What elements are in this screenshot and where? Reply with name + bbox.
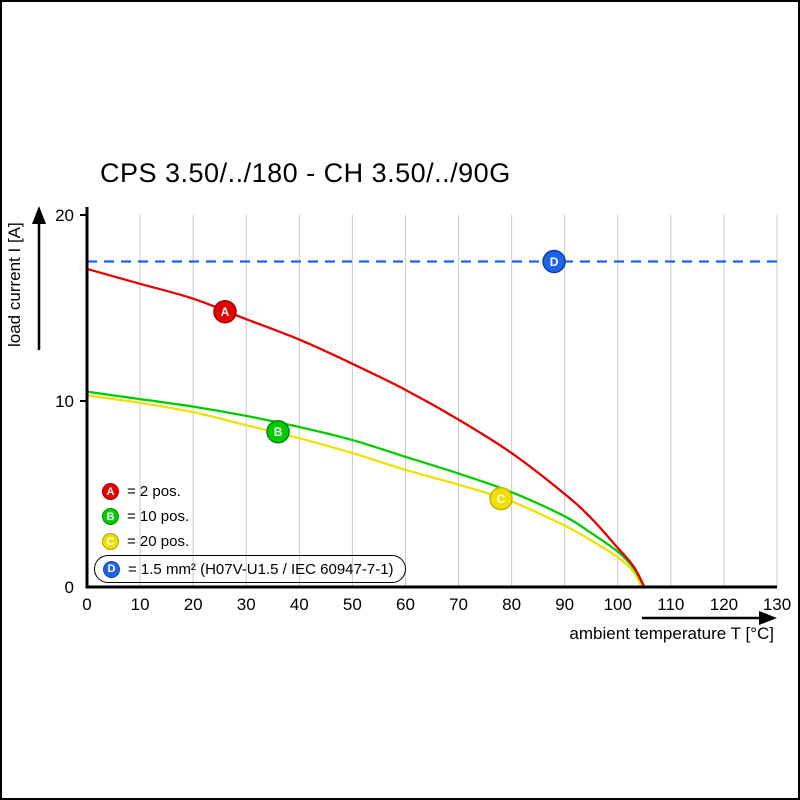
marker-C [489,486,513,511]
legend: A = 2 pos. B = 10 pos. C = 20 pos. D = 1… [94,479,406,583]
x-axis-label: ambient temperature T [°C] [569,624,774,643]
y-axis-arrow-head [32,206,46,224]
x-tick-label-110: 110 [657,595,684,614]
y-tick-label-20: 20 [55,206,74,225]
page-title: CPS 3.50/../180 - CH 3.50/../90G [100,158,511,188]
legend-marker-b: B [102,508,119,525]
curve-B [86,390,646,588]
marker-letter-D: D [550,255,559,269]
x-tick-label-60: 60 [396,595,415,614]
legend-item-b: B = 10 pos. [94,504,406,529]
x-tick-label-0: 0 [82,595,91,614]
marker-B [266,419,290,444]
legend-item-a: A = 2 pos. [94,479,406,504]
y-tick-label-0: 0 [65,578,74,597]
legend-label-a: = 2 pos. [127,483,181,500]
y-axis-label: load current I [A] [5,222,24,347]
x-tick-label-30: 30 [237,595,256,614]
x-tick-label-80: 80 [502,595,521,614]
x-axis-arrow-head [759,611,777,625]
x-tick-label-90: 90 [555,595,574,614]
legend-marker-d: D [103,560,120,578]
curve-C [86,394,643,588]
marker-letter-A: A [221,305,230,319]
curve-A [86,267,646,588]
legend-item-d: D = 1.5 mm² (H07V-U1.5 / IEC 60947-7-1) [94,555,406,583]
legend-item-c: C = 20 pos. [94,529,406,554]
marker-letter-C: C [497,492,506,506]
legend-label-d: = 1.5 mm² (H07V-U1.5 / IEC 60947-7-1) [128,560,394,578]
x-tick-label-40: 40 [290,595,309,614]
x-tick-label-10: 10 [131,595,150,614]
x-tick-label-70: 70 [449,595,468,614]
x-tick-label-50: 50 [343,595,362,614]
legend-label-c: = 20 pos. [127,533,190,550]
marker-letter-B: B [274,425,283,439]
x-tick-label-20: 20 [184,595,203,614]
legend-marker-c: C [102,533,119,550]
x-tick-label-120: 120 [710,595,738,614]
legend-marker-a: A [102,483,119,500]
marker-D [542,249,566,274]
marker-A [213,299,237,324]
y-tick-label-10: 10 [55,392,74,411]
x-tick-label-130: 130 [763,595,791,614]
legend-label-b: = 10 pos. [127,508,190,525]
x-tick-label-100: 100 [604,595,632,614]
